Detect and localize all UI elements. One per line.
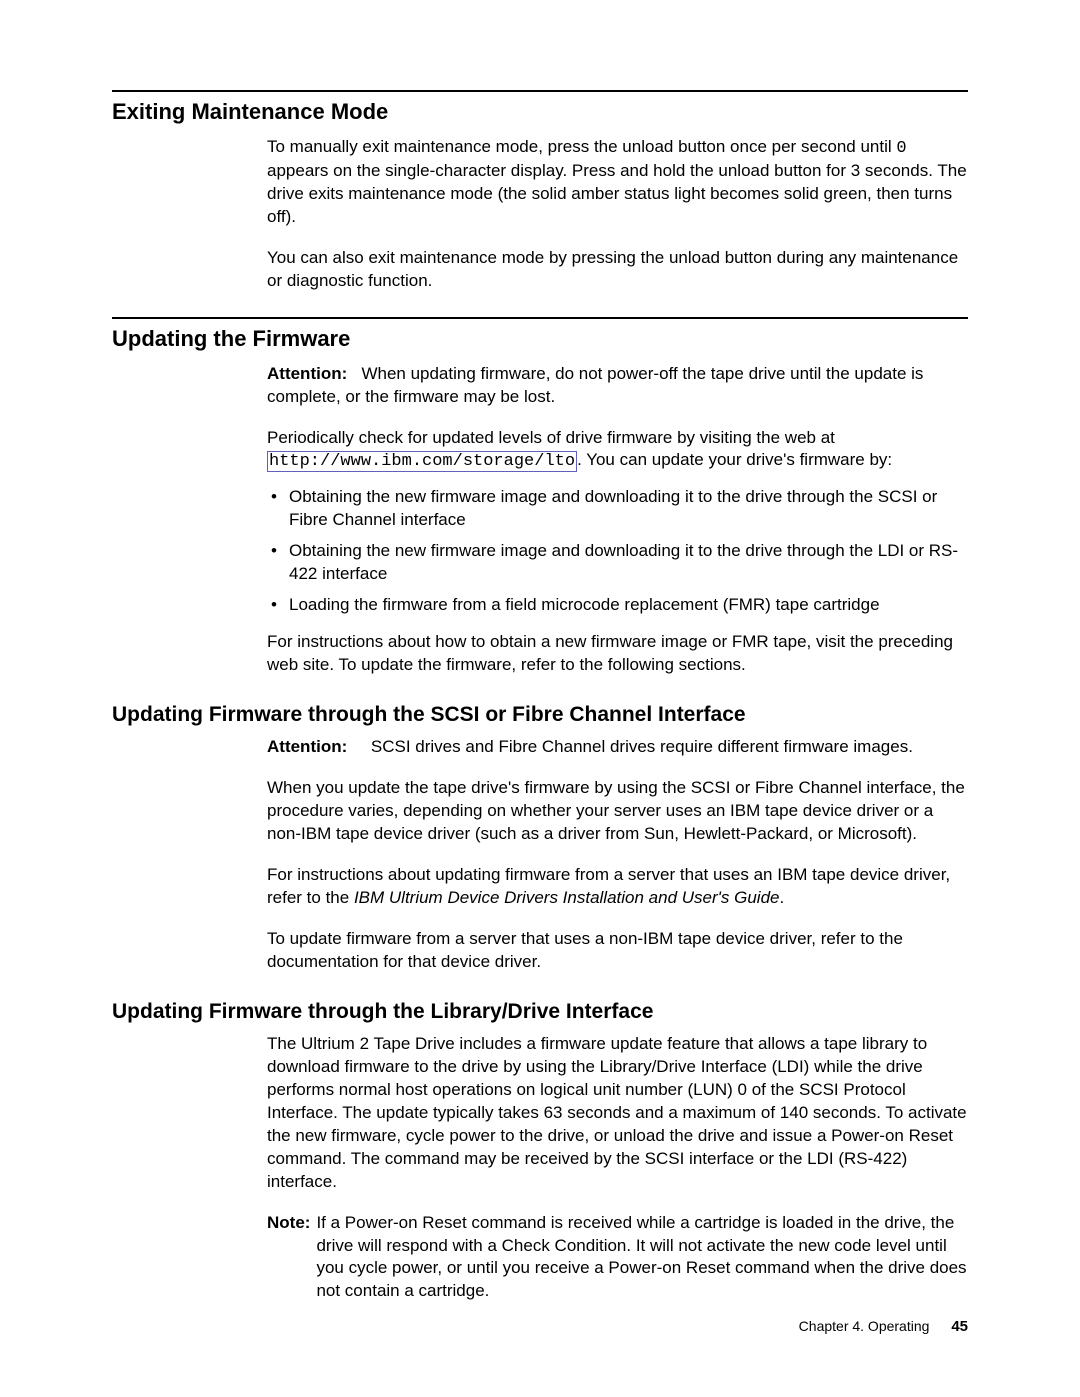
attention-paragraph: Attention: When updating firmware, do no… bbox=[267, 363, 968, 409]
body-column: The Ultrium 2 Tape Drive includes a firm… bbox=[267, 1033, 968, 1303]
attention-label: Attention: bbox=[267, 737, 347, 756]
paragraph: To update firmware from a server that us… bbox=[267, 928, 968, 974]
text: appears on the single-character display.… bbox=[267, 161, 967, 226]
heading-updating-firmware: Updating the Firmware bbox=[112, 325, 968, 353]
note-block: Note: If a Power-on Reset command is rec… bbox=[267, 1212, 968, 1304]
link-code: http://www.ibm.com/storage/lto bbox=[267, 451, 577, 472]
section-updating-firmware: Updating the Firmware Attention: When up… bbox=[112, 317, 968, 677]
doc-title-italic: IBM Ultrium Device Drivers Installation … bbox=[354, 888, 780, 907]
list-item: Loading the firmware from a field microc… bbox=[267, 594, 968, 617]
attention-text: SCSI drives and Fibre Channel drives req… bbox=[371, 737, 913, 756]
body-column: To manually exit maintenance mode, press… bbox=[267, 136, 968, 294]
code-zero: 0 bbox=[896, 139, 906, 158]
section-ldi: Updating Firmware through the Library/Dr… bbox=[112, 998, 968, 1304]
section-rule bbox=[112, 317, 968, 319]
paragraph: For instructions about updating firmware… bbox=[267, 864, 968, 910]
document-page: Exiting Maintenance Mode To manually exi… bbox=[0, 0, 1080, 1397]
section-scsi-fibre: Updating Firmware through the SCSI or Fi… bbox=[112, 701, 968, 974]
attention-paragraph: Attention: SCSI drives and Fibre Channel… bbox=[267, 736, 968, 759]
footer-page-number: 45 bbox=[951, 1318, 968, 1335]
attention-text: When updating firmware, do not power-off… bbox=[267, 364, 923, 406]
body-column: Attention: SCSI drives and Fibre Channel… bbox=[267, 736, 968, 974]
list-item: Obtaining the new firmware image and dow… bbox=[267, 486, 968, 532]
attention-label: Attention: bbox=[267, 364, 347, 383]
footer-chapter: Chapter 4. Operating bbox=[799, 1318, 930, 1334]
paragraph: The Ultrium 2 Tape Drive includes a firm… bbox=[267, 1033, 968, 1194]
body-column: Attention: When updating firmware, do no… bbox=[267, 363, 968, 677]
firmware-link[interactable]: http://www.ibm.com/storage/lto bbox=[267, 450, 577, 469]
section-rule bbox=[112, 90, 968, 92]
bullet-list: Obtaining the new firmware image and dow… bbox=[267, 486, 968, 617]
text: . bbox=[780, 888, 785, 907]
heading-scsi-fibre: Updating Firmware through the SCSI or Fi… bbox=[112, 701, 968, 728]
heading-ldi: Updating Firmware through the Library/Dr… bbox=[112, 998, 968, 1025]
paragraph: You can also exit maintenance mode by pr… bbox=[267, 247, 968, 293]
paragraph: For instructions about how to obtain a n… bbox=[267, 631, 968, 677]
section-exiting-maintenance: Exiting Maintenance Mode To manually exi… bbox=[112, 90, 968, 293]
note-text: If a Power-on Reset command is received … bbox=[316, 1212, 968, 1304]
text: To manually exit maintenance mode, press… bbox=[267, 137, 896, 156]
paragraph: Periodically check for updated levels of… bbox=[267, 427, 968, 475]
note-label: Note: bbox=[267, 1212, 316, 1304]
page-footer: Chapter 4. Operating 45 bbox=[799, 1318, 968, 1335]
text: Periodically check for updated levels of… bbox=[267, 428, 835, 447]
list-item: Obtaining the new firmware image and dow… bbox=[267, 540, 968, 586]
text: . You can update your drive's firmware b… bbox=[577, 450, 892, 469]
heading-exiting-maintenance: Exiting Maintenance Mode bbox=[112, 98, 968, 126]
paragraph: When you update the tape drive's firmwar… bbox=[267, 777, 968, 846]
paragraph: To manually exit maintenance mode, press… bbox=[267, 136, 968, 230]
